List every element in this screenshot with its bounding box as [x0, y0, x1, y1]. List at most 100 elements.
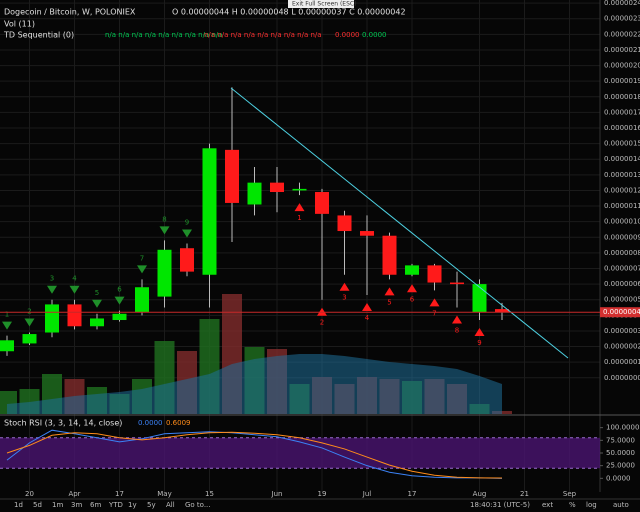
td-count: 4: [365, 314, 370, 322]
option-button[interactable]: ext: [542, 501, 553, 509]
candle-body: [225, 149, 239, 203]
candle-body: [22, 334, 37, 344]
ohlc: O 0.00000044 H 0.00000048 L 0.00000037 C…: [172, 8, 406, 17]
candle-body: [202, 148, 217, 275]
td-arrow: [137, 265, 147, 274]
symbol[interactable]: Dogecoin / Bitcoin, W, POLONIEX: [4, 8, 136, 17]
price-pane: 1 2 3 4 5 6 7 8 9 1 2 3 4 5 6 7 8 9: [0, 87, 509, 356]
range-button[interactable]: 1m: [52, 501, 63, 509]
td-count: 3: [342, 294, 346, 302]
option-button[interactable]: %: [569, 501, 576, 509]
volume: [0, 294, 512, 414]
td-count: 6: [410, 295, 415, 303]
td-arrow: [294, 203, 305, 212]
candle-body: [135, 287, 149, 313]
candle-body: [292, 188, 307, 191]
td-arrow: [69, 285, 80, 294]
price-label: 0.00000042: [603, 308, 640, 316]
range-button[interactable]: 1d: [14, 501, 23, 509]
td-arrow: [159, 226, 170, 235]
x-tick-label: 21: [520, 490, 529, 498]
candle-body: [157, 249, 172, 297]
stoch-value: 0.0000: [138, 419, 163, 427]
tooltip-box: [288, 0, 354, 8]
price-label-box: [600, 307, 640, 318]
option-button[interactable]: log: [586, 501, 597, 509]
candle-body: [360, 231, 374, 236]
x-tick-label: 15: [205, 490, 214, 498]
vol-label[interactable]: Vol (11): [4, 20, 35, 29]
x-tick-label: 17: [408, 490, 417, 498]
x-tick-label: Aug: [473, 490, 487, 498]
td-count: 5: [387, 298, 391, 306]
x-tick-label: May: [157, 490, 171, 498]
td-label[interactable]: TD Sequential (0): [3, 31, 74, 40]
range-button[interactable]: 5y: [147, 501, 156, 509]
td-values: n/a n/a n/a n/a n/a n/a n/a n/a n/a: [204, 31, 322, 39]
td-arrow: [474, 328, 485, 337]
candle-body: [0, 340, 14, 352]
td-values: n/a n/a n/a n/a n/a n/a n/a n/a n/a: [105, 31, 223, 39]
range-button[interactable]: 5d: [33, 501, 42, 509]
candle-body: [112, 313, 127, 321]
candle-body: [472, 284, 487, 313]
td-arrow: [362, 303, 372, 312]
candle-body: [90, 318, 104, 327]
y-tick-label: 100.0000: [606, 424, 639, 432]
td-arrow: [114, 296, 125, 305]
x-tick-label: Apr: [68, 490, 80, 498]
candle-body: [427, 265, 442, 283]
td-count: 9: [185, 219, 189, 227]
td-arrow: [47, 285, 57, 294]
candle-body: [315, 192, 329, 214]
td-count: 2: [27, 308, 31, 316]
trend-line: [230, 87, 569, 359]
y-tick-label: 0.0000: [606, 474, 631, 482]
toolbar: 1d 5d 1m 3m 6m YTD 1y 5y All Go to... 18:40:31 (UT…: [14, 501, 629, 509]
range-button[interactable]: 1y: [128, 501, 137, 509]
td-arrow: [182, 229, 192, 238]
td-arrow: [429, 298, 440, 307]
x-tick-label: 20: [25, 490, 34, 498]
td-arrow: [2, 321, 12, 330]
x-tick-label: Jul: [362, 490, 372, 498]
range-button[interactable]: YTD: [108, 501, 123, 509]
range-button[interactable]: All: [166, 501, 175, 509]
range-button[interactable]: 6m: [90, 501, 101, 509]
td-count: 7: [432, 309, 436, 317]
td-count: 9: [477, 339, 481, 347]
td-count: 3: [50, 275, 54, 283]
range-button[interactable]: Go to...: [185, 501, 211, 509]
candle-body: [247, 182, 262, 205]
td-arrow: [339, 282, 350, 291]
td-arrow: [92, 299, 102, 308]
range-button[interactable]: 3m: [71, 501, 82, 509]
option-button[interactable]: auto: [613, 501, 629, 509]
td-count: 1: [297, 214, 301, 222]
td-value: 0.0000: [362, 31, 387, 39]
td-count: 8: [162, 215, 166, 223]
candle-body: [180, 248, 194, 272]
band: [0, 437, 600, 469]
stoch-value: 0.6009: [166, 419, 191, 427]
candle-body: [405, 265, 419, 275]
tooltip: Exit Full Screen (ESC): [292, 1, 356, 8]
y-tick-label: 25.0000: [606, 462, 635, 470]
y-tick-label: 75.0000: [606, 436, 635, 444]
